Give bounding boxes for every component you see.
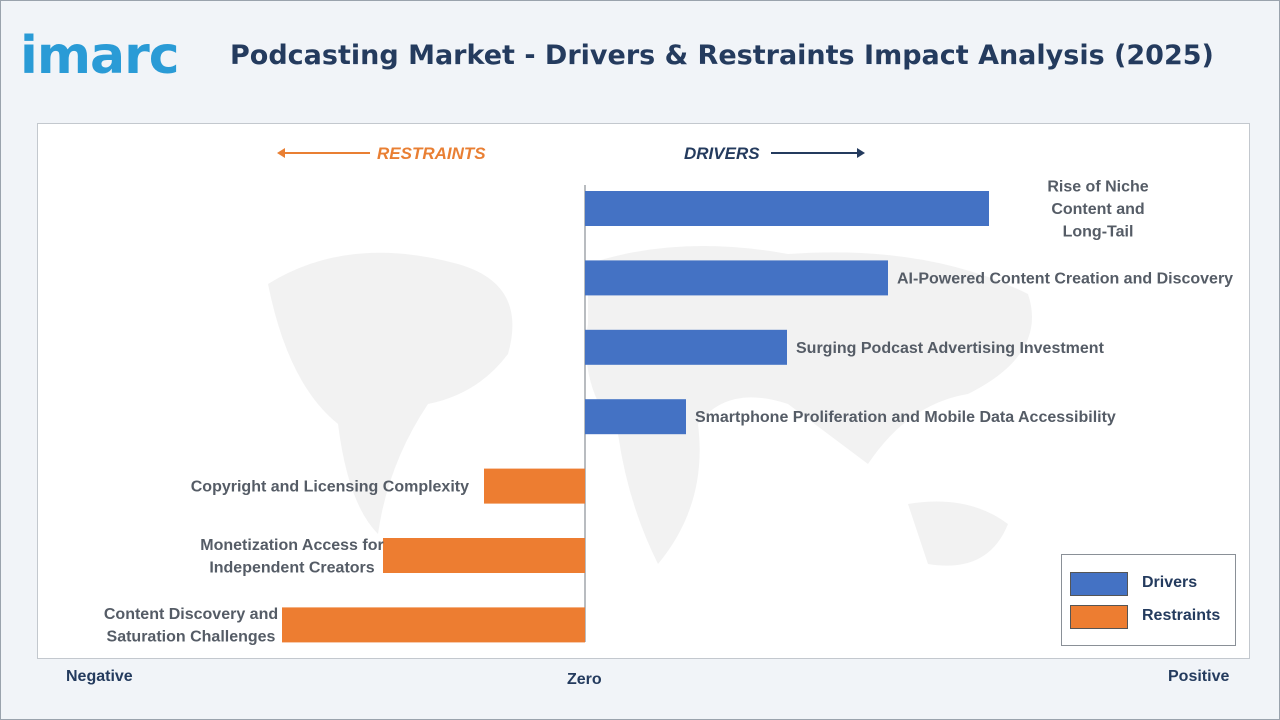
bar-drivers-2 — [585, 260, 888, 296]
restraints-arrow — [277, 148, 370, 158]
bar-label-7: Content Discovery and Saturation Challeng… — [104, 606, 278, 646]
legend-swatch-restraints — [1070, 605, 1128, 629]
logo-text: imarc — [20, 26, 180, 86]
bar-restraints-6 — [383, 538, 585, 573]
world-map-watermark — [268, 246, 1032, 566]
axis-label-positive: Positive — [1168, 668, 1230, 685]
legend-label-restraints: Restraints — [1142, 607, 1221, 624]
drivers-arrow — [771, 148, 865, 158]
bar-drivers-1 — [585, 191, 989, 226]
axis-label-negative: Negative — [66, 668, 133, 685]
bar-label-4: Smartphone Proliferation and Mobile Data… — [695, 409, 1116, 426]
imarc-logo: imarc — [20, 28, 210, 84]
bar-restraints-5 — [484, 468, 585, 504]
bar-label-2: AI-Powered Content Creation and Discover… — [897, 270, 1233, 287]
bar-drivers-4 — [585, 399, 686, 435]
bar-restraints-7 — [282, 607, 585, 643]
page-title: Podcasting Market - Drivers & Restraints… — [230, 40, 1214, 71]
legend-swatch-drivers — [1070, 572, 1128, 596]
restraints-header: RESTRAINTS — [377, 144, 486, 163]
drivers-header: DRIVERS — [684, 144, 760, 163]
bar-label-6: Monetization Access for Independent Creat… — [200, 537, 383, 577]
legend-label-drivers: Drivers — [1142, 574, 1198, 591]
bar-label-1: Rise of Niche Content and Long-Tail — [1047, 179, 1148, 241]
bar-drivers-3 — [585, 329, 787, 365]
bar-label-3: Surging Podcast Advertising Investment — [796, 340, 1105, 357]
chart-legend: Drivers Restraints — [1061, 554, 1236, 646]
bar-label-5: Copyright and Licensing Complexity — [191, 479, 469, 496]
axis-label-zero: Zero — [567, 671, 602, 688]
